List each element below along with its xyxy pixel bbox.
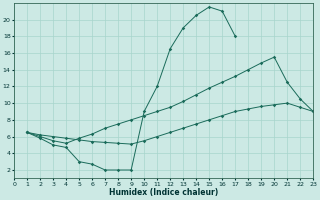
X-axis label: Humidex (Indice chaleur): Humidex (Indice chaleur) — [109, 188, 218, 197]
